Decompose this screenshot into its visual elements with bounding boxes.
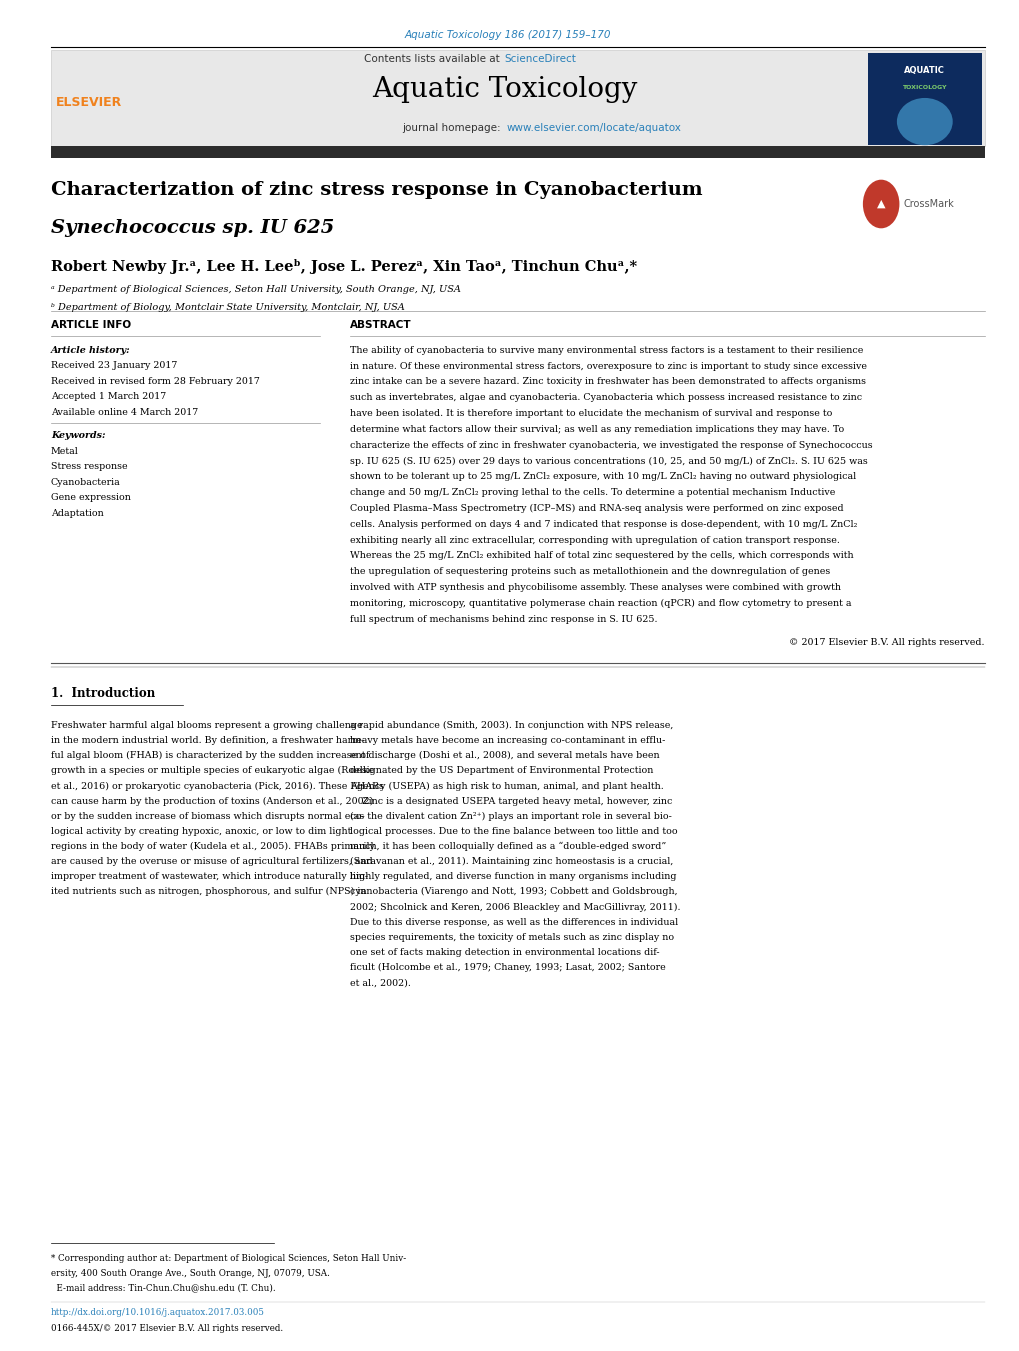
- Text: growth in a species or multiple species of eukaryotic algae (Roelke: growth in a species or multiple species …: [51, 766, 374, 775]
- Text: Whereas the 25 mg/L ZnCl₂ exhibited half of total zinc sequestered by the cells,: Whereas the 25 mg/L ZnCl₂ exhibited half…: [350, 551, 853, 561]
- Text: ᵃ Department of Biological Sciences, Seton Hall University, South Orange, NJ, US: ᵃ Department of Biological Sciences, Set…: [51, 285, 461, 295]
- Text: Aquatic Toxicology 186 (2017) 159–170: Aquatic Toxicology 186 (2017) 159–170: [404, 30, 610, 39]
- Text: ELSEVIER: ELSEVIER: [56, 96, 122, 109]
- Text: The ability of cyanobacteria to survive many environmental stress factors is a t: The ability of cyanobacteria to survive …: [350, 346, 863, 355]
- Text: involved with ATP synthesis and phycobilisome assembly. These analyses were comb: involved with ATP synthesis and phycobil…: [350, 584, 841, 592]
- Text: (as the divalent cation Zn²⁺) plays an important role in several bio-: (as the divalent cation Zn²⁺) plays an i…: [350, 812, 672, 821]
- Text: Synechococcus sp. IU 625: Synechococcus sp. IU 625: [51, 219, 334, 236]
- Text: are caused by the overuse or misuse of agricultural fertilizers, and: are caused by the overuse or misuse of a…: [51, 857, 372, 866]
- Text: ent discharge (Doshi et al., 2008), and several metals have been: ent discharge (Doshi et al., 2008), and …: [350, 751, 659, 761]
- Bar: [51, 50, 983, 146]
- Text: Available online 4 March 2017: Available online 4 March 2017: [51, 408, 198, 417]
- Text: improper treatment of wastewater, which introduce naturally lim-: improper treatment of wastewater, which …: [51, 873, 368, 881]
- Text: sp. IU 625 (S. IU 625) over 29 days to various concentrations (10, 25, and 50 mg: sp. IU 625 (S. IU 625) over 29 days to v…: [350, 457, 867, 466]
- Text: shown to be tolerant up to 25 mg/L ZnCl₂ exposure, with 10 mg/L ZnCl₂ having no : shown to be tolerant up to 25 mg/L ZnCl₂…: [350, 473, 856, 481]
- Text: © 2017 Elsevier B.V. All rights reserved.: © 2017 Elsevier B.V. All rights reserved…: [789, 639, 983, 647]
- Text: Adaptation: Adaptation: [51, 508, 103, 517]
- Text: full spectrum of mechanisms behind zinc response in S. IU 625.: full spectrum of mechanisms behind zinc …: [350, 615, 657, 624]
- Text: Article history:: Article history:: [51, 346, 130, 355]
- Text: such as invertebrates, algae and cyanobacteria. Cyanobacteria which possess incr: such as invertebrates, algae and cyanoba…: [350, 393, 861, 403]
- Text: ersity, 400 South Orange Ave., South Orange, NJ, 07079, USA.: ersity, 400 South Orange Ave., South Ora…: [51, 1269, 329, 1278]
- Text: journal homepage:: journal homepage:: [403, 123, 504, 134]
- Text: AQUATIC: AQUATIC: [904, 66, 945, 74]
- Text: Coupled Plasma–Mass Spectrometry (ICP–MS) and RNA-seq analysis were performed on: Coupled Plasma–Mass Spectrometry (ICP–MS…: [350, 504, 843, 513]
- Text: ScienceDirect: ScienceDirect: [504, 54, 576, 65]
- Text: a rapid abundance (Smith, 2003). In conjunction with NPS release,: a rapid abundance (Smith, 2003). In conj…: [350, 721, 673, 730]
- Text: Robert Newby Jr.ᵃ, Lee H. Leeᵇ, Jose L. Perezᵃ, Xin Taoᵃ, Tinchun Chuᵃ,*: Robert Newby Jr.ᵃ, Lee H. Leeᵇ, Jose L. …: [51, 259, 636, 274]
- Text: Zinc is a designated USEPA targeted heavy metal, however, zinc: Zinc is a designated USEPA targeted heav…: [350, 797, 672, 805]
- Text: et al., 2002).: et al., 2002).: [350, 978, 411, 988]
- Text: Received 23 January 2017: Received 23 January 2017: [51, 361, 177, 370]
- Text: much, it has been colloquially defined as a “double-edged sword”: much, it has been colloquially defined a…: [350, 842, 665, 851]
- Text: have been isolated. It is therefore important to elucidate the mechanism of surv: have been isolated. It is therefore impo…: [350, 409, 832, 417]
- Text: ᵇ Department of Biology, Montclair State University, Montclair, NJ, USA: ᵇ Department of Biology, Montclair State…: [51, 303, 405, 312]
- Ellipse shape: [896, 99, 952, 145]
- Text: change and 50 mg/L ZnCl₂ proving lethal to the cells. To determine a potential m: change and 50 mg/L ZnCl₂ proving lethal …: [350, 488, 835, 497]
- Text: 2002; Shcolnick and Keren, 2006 Bleackley and MacGillivray, 2011).: 2002; Shcolnick and Keren, 2006 Bleackle…: [350, 902, 680, 912]
- Text: ▲: ▲: [876, 199, 884, 209]
- Text: Received in revised form 28 February 2017: Received in revised form 28 February 201…: [51, 377, 260, 386]
- Text: ited nutrients such as nitrogen, phosphorous, and sulfur (NPS) in: ited nutrients such as nitrogen, phospho…: [51, 888, 366, 897]
- Text: Stress response: Stress response: [51, 462, 127, 471]
- Text: monitoring, microscopy, quantitative polymerase chain reaction (qPCR) and flow c: monitoring, microscopy, quantitative pol…: [350, 598, 851, 608]
- Text: www.elsevier.com/locate/aquatox: www.elsevier.com/locate/aquatox: [506, 123, 681, 134]
- Text: * Corresponding author at: Department of Biological Sciences, Seton Hall Univ-: * Corresponding author at: Department of…: [51, 1254, 406, 1263]
- Text: regions in the body of water (Kudela et al., 2005). FHABs primarily: regions in the body of water (Kudela et …: [51, 842, 374, 851]
- Bar: [867, 53, 980, 145]
- Text: Metal: Metal: [51, 446, 78, 455]
- Text: Accepted 1 March 2017: Accepted 1 March 2017: [51, 393, 166, 401]
- Text: ficult (Holcombe et al., 1979; Chaney, 1993; Lasat, 2002; Santore: ficult (Holcombe et al., 1979; Chaney, 1…: [350, 963, 665, 973]
- Text: (Saravanan et al., 2011). Maintaining zinc homeostasis is a crucial,: (Saravanan et al., 2011). Maintaining zi…: [350, 857, 673, 866]
- Text: ARTICLE INFO: ARTICLE INFO: [51, 320, 130, 330]
- Text: Agency (USEPA) as high risk to human, animal, and plant health.: Agency (USEPA) as high risk to human, an…: [350, 781, 663, 790]
- Text: logical activity by creating hypoxic, anoxic, or low to dim light: logical activity by creating hypoxic, an…: [51, 827, 351, 836]
- Text: Freshwater harmful algal blooms represent a growing challenge: Freshwater harmful algal blooms represen…: [51, 721, 362, 730]
- Text: TOXICOLOGY: TOXICOLOGY: [902, 85, 947, 91]
- Text: CrossMark: CrossMark: [903, 199, 954, 209]
- Circle shape: [862, 180, 899, 228]
- Text: Characterization of zinc stress response in Cyanobacterium: Characterization of zinc stress response…: [51, 181, 702, 199]
- Text: exhibiting nearly all zinc extracellular, corresponding with upregulation of cat: exhibiting nearly all zinc extracellular…: [350, 535, 840, 544]
- Text: designated by the US Department of Environmental Protection: designated by the US Department of Envir…: [350, 766, 653, 775]
- Text: can cause harm by the production of toxins (Anderson et al., 2002): can cause harm by the production of toxi…: [51, 797, 373, 805]
- Text: highly regulated, and diverse function in many organisms including: highly regulated, and diverse function i…: [350, 873, 676, 881]
- Text: characterize the effects of zinc in freshwater cyanobacteria, we investigated th: characterize the effects of zinc in fres…: [350, 440, 872, 450]
- Text: one set of facts making detection in environmental locations dif-: one set of facts making detection in env…: [350, 948, 659, 957]
- Text: 0166-445X/© 2017 Elsevier B.V. All rights reserved.: 0166-445X/© 2017 Elsevier B.V. All right…: [51, 1324, 282, 1333]
- Text: cyanobacteria (Viarengo and Nott, 1993; Cobbett and Goldsbrough,: cyanobacteria (Viarengo and Nott, 1993; …: [350, 888, 678, 897]
- Text: Contents lists available at: Contents lists available at: [363, 54, 502, 65]
- Text: in nature. Of these environmental stress factors, overexposure to zinc is import: in nature. Of these environmental stress…: [350, 362, 866, 370]
- Text: the upregulation of sequestering proteins such as metallothionein and the downre: the upregulation of sequestering protein…: [350, 567, 829, 576]
- Text: E-mail address: Tin-Chun.Chu@shu.edu (T. Chu).: E-mail address: Tin-Chun.Chu@shu.edu (T.…: [51, 1283, 275, 1293]
- Text: determine what factors allow their survival; as well as any remediation implicat: determine what factors allow their survi…: [350, 424, 844, 434]
- Text: in the modern industrial world. By definition, a freshwater harm-: in the modern industrial world. By defin…: [51, 736, 364, 744]
- Text: zinc intake can be a severe hazard. Zinc toxicity in freshwater has been demonst: zinc intake can be a severe hazard. Zinc…: [350, 377, 865, 386]
- Text: et al., 2016) or prokaryotic cyanobacteria (Pick, 2016). These FHABs: et al., 2016) or prokaryotic cyanobacter…: [51, 781, 383, 790]
- Bar: [51, 146, 983, 158]
- Text: heavy metals have become an increasing co-contaminant in efflu-: heavy metals have become an increasing c…: [350, 736, 665, 744]
- Text: Gene expression: Gene expression: [51, 493, 130, 503]
- Text: Keywords:: Keywords:: [51, 431, 105, 440]
- Text: species requirements, the toxicity of metals such as zinc display no: species requirements, the toxicity of me…: [350, 932, 674, 942]
- Text: Aquatic Toxicology: Aquatic Toxicology: [372, 76, 637, 103]
- Text: Due to this diverse response, as well as the differences in individual: Due to this diverse response, as well as…: [350, 917, 678, 927]
- Text: cells. Analysis performed on days 4 and 7 indicated that response is dose-depend: cells. Analysis performed on days 4 and …: [350, 520, 857, 528]
- Text: http://dx.doi.org/10.1016/j.aquatox.2017.03.005: http://dx.doi.org/10.1016/j.aquatox.2017…: [51, 1308, 264, 1317]
- Text: Cyanobacteria: Cyanobacteria: [51, 477, 120, 486]
- Text: ful algal bloom (FHAB) is characterized by the sudden increase of: ful algal bloom (FHAB) is characterized …: [51, 751, 369, 761]
- Text: logical processes. Due to the fine balance between too little and too: logical processes. Due to the fine balan…: [350, 827, 678, 836]
- Text: or by the sudden increase of biomass which disrupts normal eco-: or by the sudden increase of biomass whi…: [51, 812, 364, 820]
- Text: ABSTRACT: ABSTRACT: [350, 320, 412, 330]
- Text: 1.  Introduction: 1. Introduction: [51, 688, 155, 700]
